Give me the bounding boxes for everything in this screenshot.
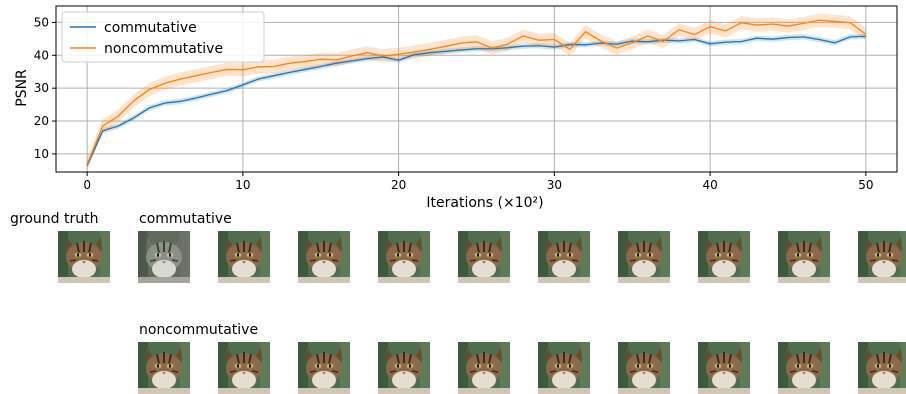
legend-label-commutative: commutative — [104, 20, 197, 36]
commutative-thumbnail — [378, 231, 430, 283]
ground-truth-thumbnail — [58, 231, 110, 283]
y-tick-label: 40 — [34, 48, 49, 62]
y-tick-label: 10 — [34, 147, 49, 161]
noncommutative-band — [87, 13, 866, 172]
legend: commutative noncommutative — [61, 11, 265, 63]
commutative-line — [86, 35, 866, 166]
y-axis-label: PSNR — [14, 69, 30, 107]
commutative-thumbnail — [538, 231, 590, 283]
commutative-thumbnail — [858, 231, 906, 283]
x-tick-label: 30 — [547, 178, 562, 192]
noncommutative-thumbnail — [458, 342, 510, 394]
noncommutative-line — [86, 19, 867, 165]
noncommutative-thumbnail — [538, 342, 590, 394]
noncommutative-thumbnail — [138, 342, 190, 394]
x-tick-label: 50 — [858, 178, 873, 192]
noncommutative-thumbnail — [778, 342, 830, 394]
y-tick-label: 50 — [34, 15, 49, 29]
ground-truth-label: ground truth — [10, 211, 99, 227]
legend-label-noncommutative: noncommutative — [104, 41, 223, 57]
commutative-row-label: commutative — [139, 211, 232, 227]
confidence-bands — [87, 13, 866, 172]
noncommutative-thumbnail — [618, 342, 670, 394]
commutative-thumbnail — [618, 231, 670, 283]
y-tick-label: 20 — [34, 114, 49, 128]
noncommutative-thumbnail — [378, 342, 430, 394]
commutative-thumbnail — [778, 231, 830, 283]
x-tick-label: 10 — [235, 178, 250, 192]
commutative-thumbnail — [218, 231, 270, 283]
commutative-thumbnail — [298, 231, 350, 283]
noncommutative-thumbnail — [298, 342, 350, 394]
axes — [52, 5, 898, 176]
commutative-thumbnail — [698, 231, 750, 283]
noncommutative-thumbnail — [858, 342, 906, 394]
noncommutative-thumbnail — [698, 342, 750, 394]
series-lines — [86, 19, 867, 166]
x-tick-label: 20 — [391, 178, 406, 192]
tick-labels: 0 10 20 30 40 50 10 20 30 40 50 — [34, 15, 874, 192]
x-tick-label: 0 — [83, 178, 91, 192]
commutative-thumbnail — [458, 231, 510, 283]
noncommutative-thumbnail — [218, 342, 270, 394]
noncommutative-row-label: noncommutative — [139, 322, 259, 338]
y-tick-label: 30 — [34, 81, 49, 95]
x-tick-label: 40 — [702, 178, 717, 192]
legend-box — [61, 11, 265, 63]
commutative-thumbnail — [138, 231, 190, 283]
x-axis-label: Iterations (×10²) — [426, 195, 543, 211]
psnr-chart: 0 10 20 30 40 50 10 20 30 40 50 commutative noncomm… — [14, 5, 898, 211]
plot-frame — [55, 5, 898, 173]
